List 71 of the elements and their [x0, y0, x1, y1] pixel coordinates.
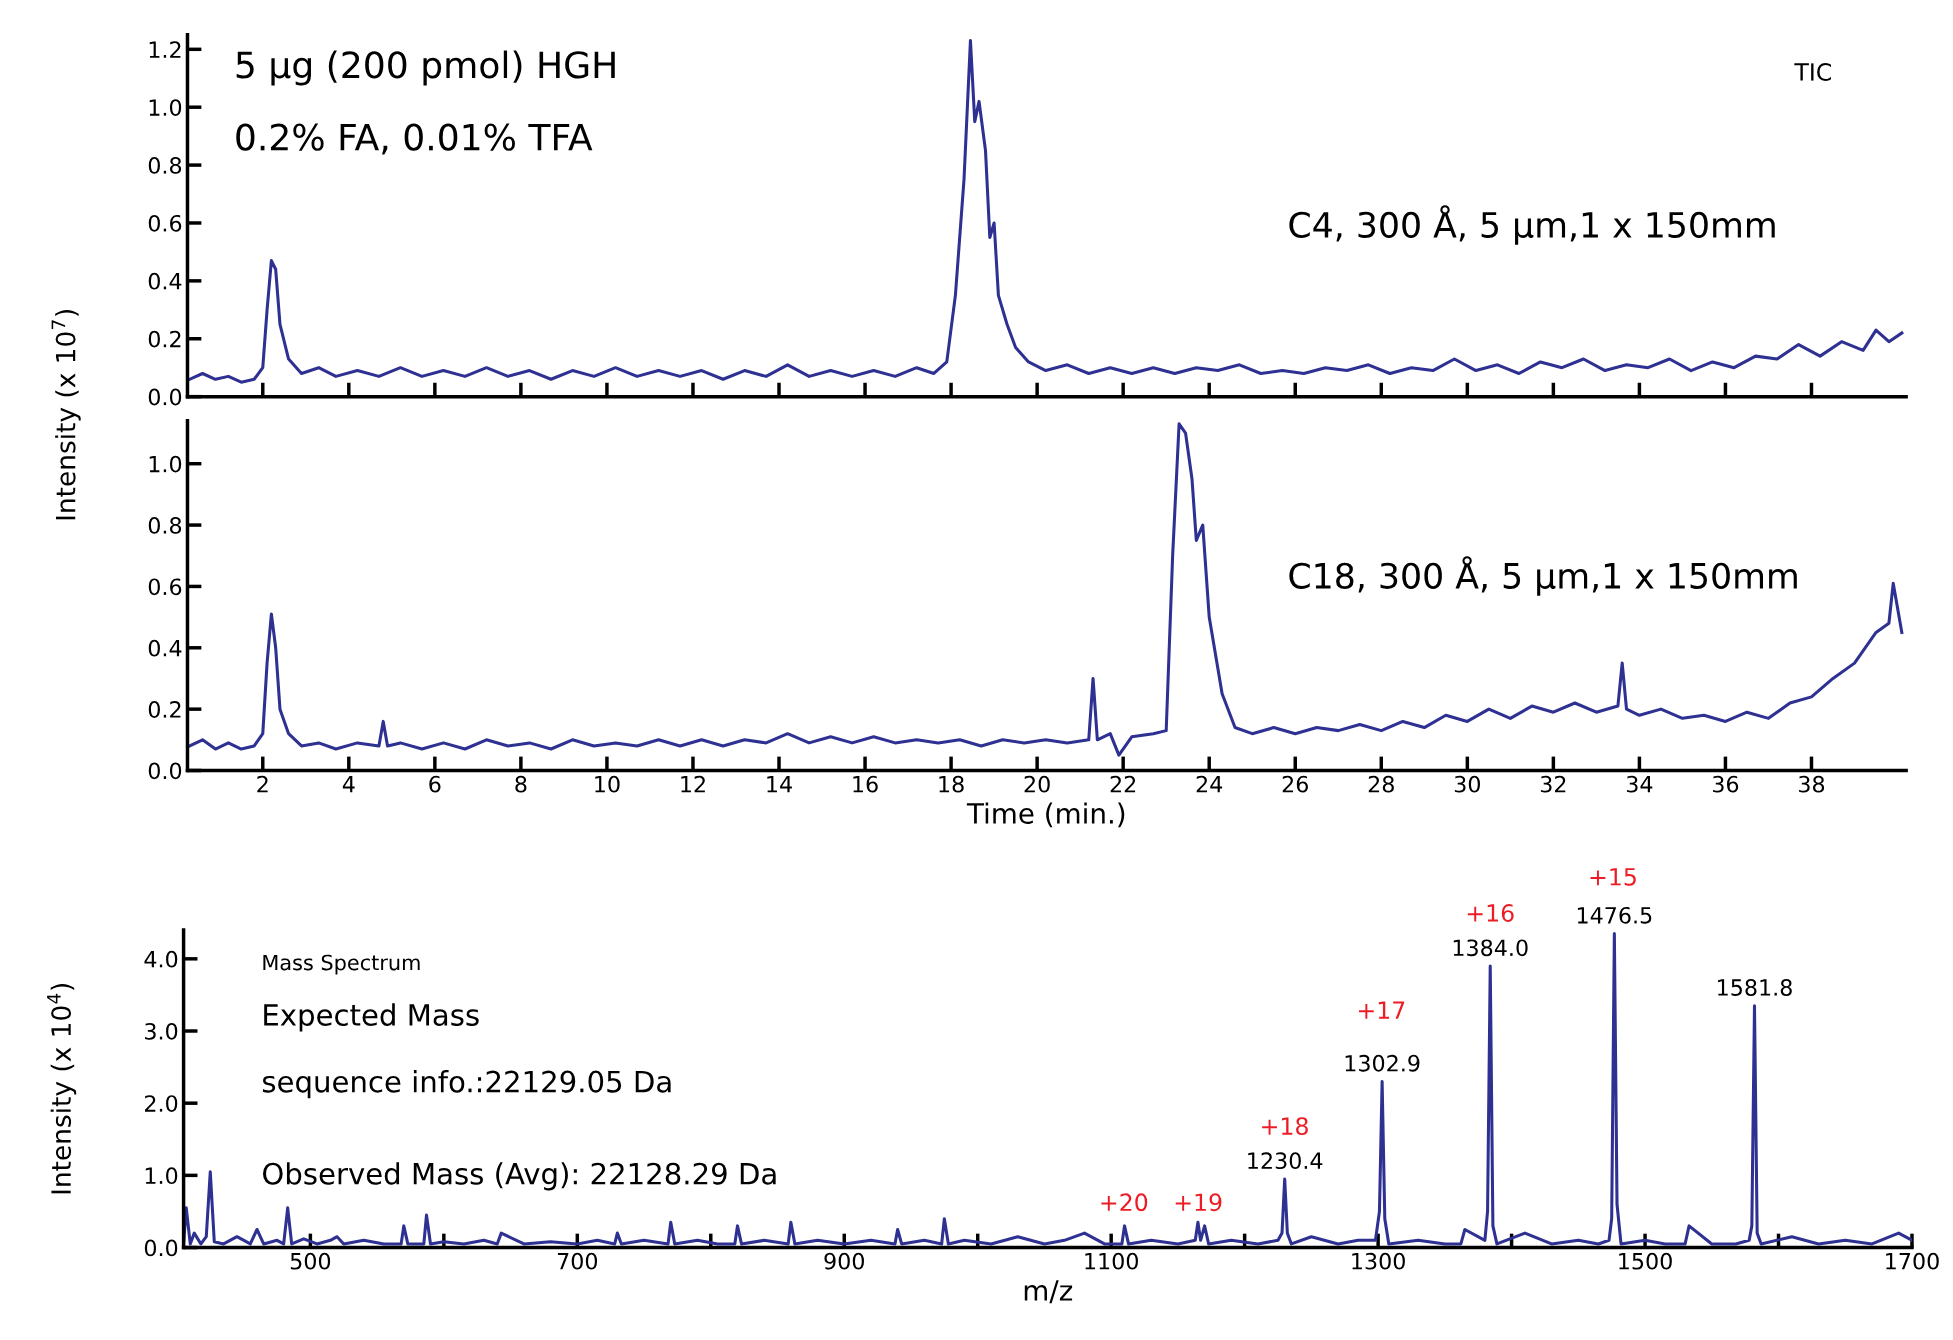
line-series [188, 39, 1904, 384]
x-tick-label: 6 [429, 775, 441, 793]
x-axis-title: m/z [1024, 1280, 1073, 1304]
x-tick-label: 18 [939, 775, 964, 793]
x-tick-label: 4 [342, 776, 355, 793]
x-tick-label: 700 [557, 1252, 598, 1270]
x-tick-label: 26 [1282, 775, 1308, 793]
y-tick-label: 0.4 [148, 639, 182, 657]
line-series [188, 422, 1904, 757]
text: +16 [1467, 904, 1514, 922]
y-axis-title: Intensity (x 10$^{4}$) [47, 984, 77, 1194]
x-tick-label: 500 [290, 1252, 331, 1270]
annotation: C18, 300 Å, 5 µm,1 x 150mm [1289, 556, 1797, 596]
y-tick-label: 0.8 [148, 157, 182, 174]
y-tick-label: 2.0 [145, 1095, 178, 1112]
y-tick-label: 0.0 [144, 1239, 178, 1257]
x-tick-label: 10 [595, 775, 620, 793]
y-tick-label: 0.4 [148, 272, 182, 290]
x-tick-label: 22 [1110, 775, 1136, 793]
x-tick-label: 14 [767, 776, 792, 793]
annotation: Expected Mass [264, 1003, 479, 1032]
annotation: TIC [1794, 63, 1832, 81]
y-tick-label: 1.0 [149, 455, 182, 473]
annotation: +17 [1358, 1001, 1405, 1019]
y-axis-title: Intensity (x 10$^{7}$) [51, 309, 81, 520]
annotation: 1230.4 [1248, 1152, 1323, 1170]
annotation: +18 [1262, 1117, 1308, 1135]
y-tick-label: 0.0 [148, 762, 182, 780]
y-tick-label: 1.2 [149, 41, 181, 58]
annotation: sequence info.:22129.05 Da [262, 1070, 671, 1099]
x-tick-label: 1500 [1619, 1252, 1672, 1270]
y-tick-label: 0.6 [148, 214, 182, 232]
y-tick-label: 1.0 [145, 1167, 178, 1185]
x-tick-label: 1700 [1886, 1252, 1939, 1270]
x-axis-title: Time (min.) [966, 802, 1125, 828]
annotation: 0.2% FA, 0.01% TFA [236, 123, 593, 155]
annotation: +20 [1101, 1193, 1148, 1212]
annotation: Mass Spectrum [263, 954, 420, 975]
x-tick-label: 1300 [1352, 1252, 1405, 1270]
x-tick-label: 2 [257, 775, 268, 793]
y-tick-label: 0.8 [148, 517, 182, 534]
annotation: 1476.5 [1577, 906, 1652, 924]
x-tick-label: 12 [681, 775, 705, 793]
y-tick-label: 0.2 [148, 701, 181, 718]
text: +15 [1590, 868, 1636, 886]
x-tick-label: 1100 [1085, 1252, 1138, 1270]
x-tick-label: 8 [515, 775, 527, 793]
annotation: 1384.0 [1453, 939, 1528, 957]
annotation: Observed Mass (Avg): 22128.29 Da [263, 1162, 776, 1191]
x-tick-label: 16 [853, 775, 878, 793]
annotation: +19 [1175, 1193, 1222, 1212]
x-tick-label: 36 [1713, 775, 1739, 793]
y-tick-label: 0.2 [148, 330, 181, 348]
annotation: 1581.8 [1718, 979, 1792, 996]
x-tick-label: 38 [1799, 775, 1825, 793]
y-tick-label: 1.0 [149, 99, 182, 116]
annotation: 5 µg (200 pmol) HGH [236, 50, 615, 86]
x-tick-label: 20 [1024, 775, 1050, 793]
y-tick-label: 3.0 [145, 1022, 178, 1040]
x-tick-label: 34 [1626, 775, 1653, 793]
x-tick-label: 32 [1540, 775, 1566, 793]
annotation: C4, 300 Å, 5 µm,1 x 150mm [1289, 205, 1775, 245]
y-tick-label: 0.0 [148, 388, 182, 406]
x-tick-label: 28 [1368, 775, 1394, 793]
x-tick-label: 30 [1454, 775, 1480, 793]
y-tick-label: 4.0 [144, 950, 178, 968]
line-series [183, 932, 1912, 1246]
y-tick-label: 0.6 [148, 578, 182, 596]
annotation: 1302.9 [1345, 1054, 1420, 1072]
x-tick-label: 900 [824, 1252, 864, 1270]
x-tick-label: 24 [1196, 775, 1223, 793]
